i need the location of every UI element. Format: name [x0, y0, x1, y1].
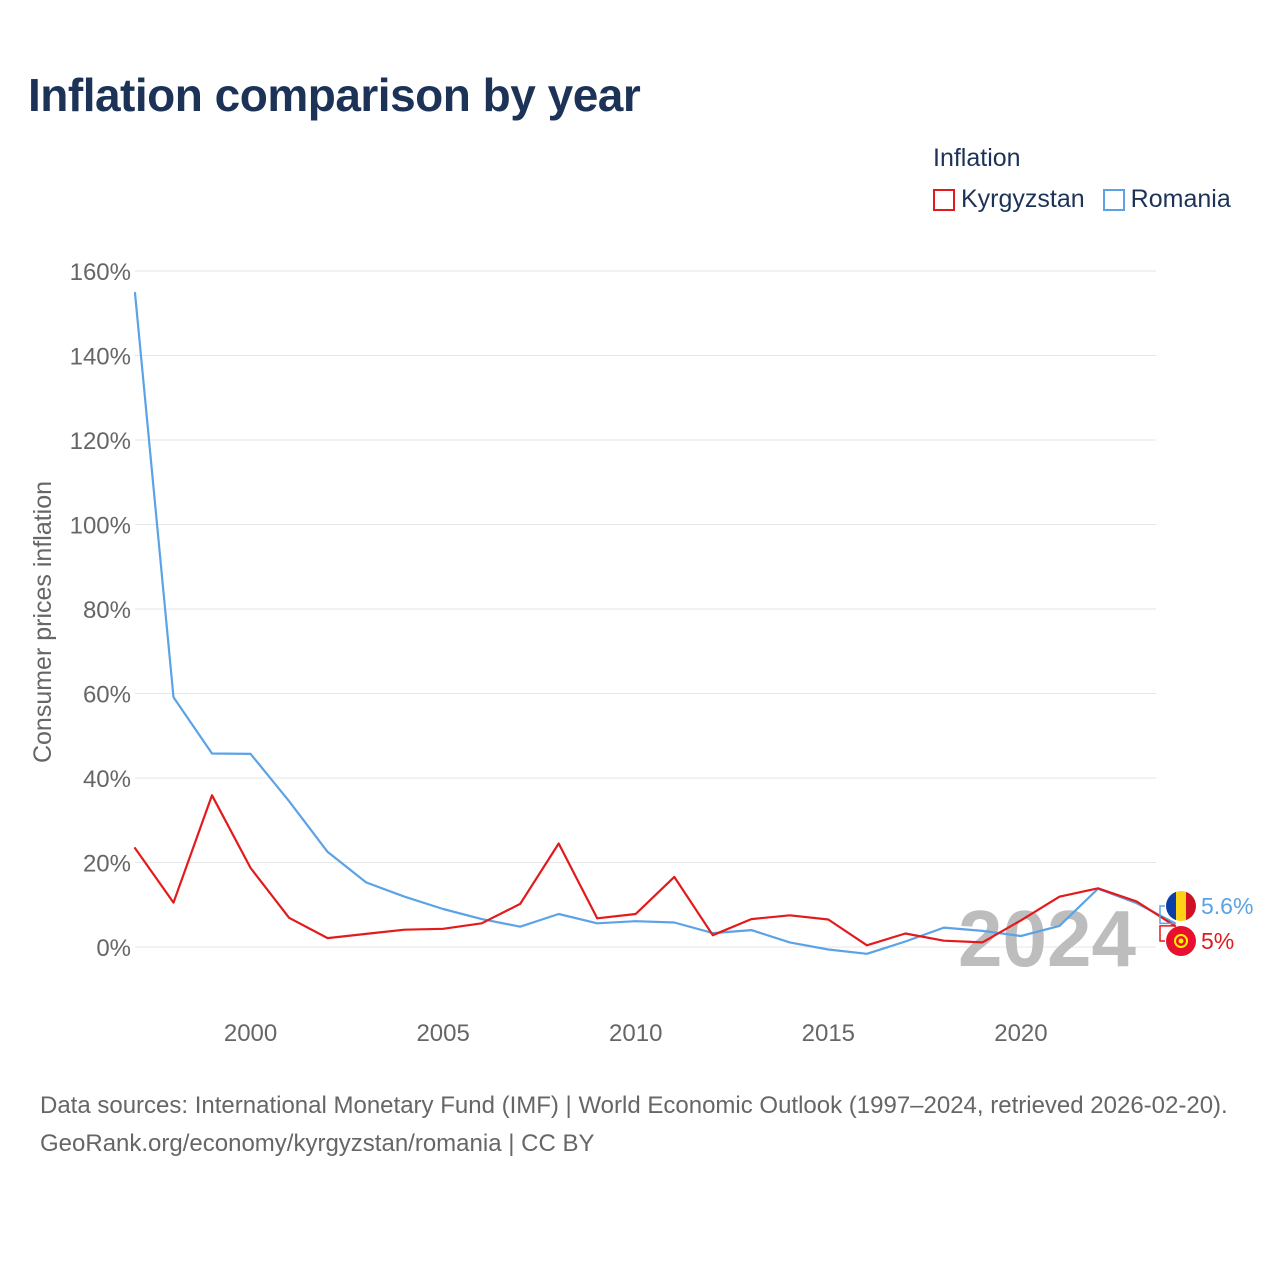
y-tick-label: 60% — [83, 682, 131, 709]
credit-text: GeoRank.org/economy/kyrgyzstan/romania |… — [40, 1130, 595, 1157]
legend-item-kyrgyzstan[interactable]: Kyrgyzstan — [933, 185, 1085, 214]
x-tick-label: 2010 — [609, 1020, 662, 1047]
legend: Kyrgyzstan Romania — [933, 185, 1249, 214]
series-line-romania[interactable] — [133, 291, 1177, 955]
x-tick-label: 2020 — [994, 1020, 1047, 1047]
end-labels: 5.6% 5% — [1159, 891, 1253, 956]
source-note: Data sources: International Monetary Fun… — [40, 1087, 1250, 1163]
y-tick-label: 140% — [70, 344, 131, 371]
kyrgyzstan-flag-icon — [1166, 926, 1196, 956]
y-tick-label: 160% — [70, 259, 131, 286]
legend-swatch-romania — [1102, 188, 1125, 211]
y-tick-label: 40% — [83, 766, 131, 793]
legend-title: Inflation — [933, 144, 1021, 172]
y-axis-ticks: 0% 20% 40% 60% 80% 100% 120% 140% 160% — [70, 259, 131, 962]
legend-label-kyrgyzstan: Kyrgyzstan — [961, 185, 1085, 213]
x-tick-label: 2000 — [224, 1020, 277, 1047]
series-line-kyrgyzstan[interactable] — [133, 794, 1177, 947]
y-tick-label: 80% — [83, 597, 131, 624]
legend-item-romania[interactable]: Romania — [1102, 185, 1231, 214]
romania-flag-icon — [1166, 891, 1196, 921]
y-axis-label: Consumer prices inflation — [29, 481, 57, 763]
y-tick-label: 20% — [83, 851, 131, 878]
data-sources-text: Data sources: International Monetary Fun… — [40, 1092, 1228, 1119]
year-watermark: 2024 — [958, 894, 1136, 983]
end-label-romania: 5.6% — [1201, 893, 1253, 919]
x-axis-ticks: 2000 2005 2010 2015 2020 — [224, 1020, 1048, 1047]
grid-layer — [135, 270, 1156, 948]
x-tick-label: 2015 — [802, 1020, 855, 1047]
end-connector-romania — [1159, 905, 1175, 925]
end-label-kyrgyzstan: 5% — [1201, 928, 1234, 954]
legend-swatch-kyrgyzstan — [933, 188, 955, 211]
end-connector-kyrgyzstan — [1159, 925, 1175, 942]
series-layer — [133, 291, 1177, 955]
y-tick-label: 120% — [70, 428, 131, 455]
line-chart: 2024 0% 20% 40% 60% 80% 100% 120% 140% 160% 2000… — [29, 259, 1253, 1047]
chart-title: Inflation comparison by year — [28, 69, 641, 121]
y-tick-label: 100% — [70, 513, 131, 540]
x-tick-label: 2005 — [416, 1020, 469, 1047]
y-tick-label: 0% — [96, 935, 131, 962]
legend-label-romania: Romania — [1130, 185, 1231, 213]
